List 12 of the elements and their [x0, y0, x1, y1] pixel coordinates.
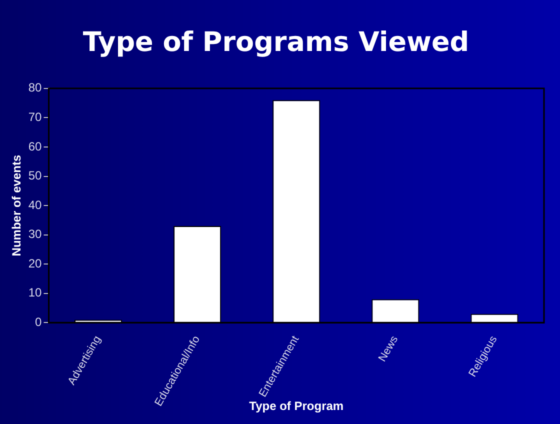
y-tick-label: 70 — [28, 110, 42, 124]
y-tick-label: 40 — [28, 198, 42, 212]
y-tick-label: 60 — [28, 139, 42, 154]
chart-title: Type of Programs Viewed — [82, 27, 470, 58]
y-tick-label: 30 — [28, 227, 42, 242]
y-tick-label: 10 — [28, 286, 42, 300]
y-tick-label: 80 — [28, 80, 42, 95]
y-axis-title: Number of events — [10, 154, 24, 256]
x-axis-title: Type of Program — [249, 399, 344, 414]
y-tick-label: 50 — [28, 168, 42, 183]
y-tick-label: 0 — [35, 314, 42, 329]
y-tick-label: 20 — [28, 256, 42, 270]
